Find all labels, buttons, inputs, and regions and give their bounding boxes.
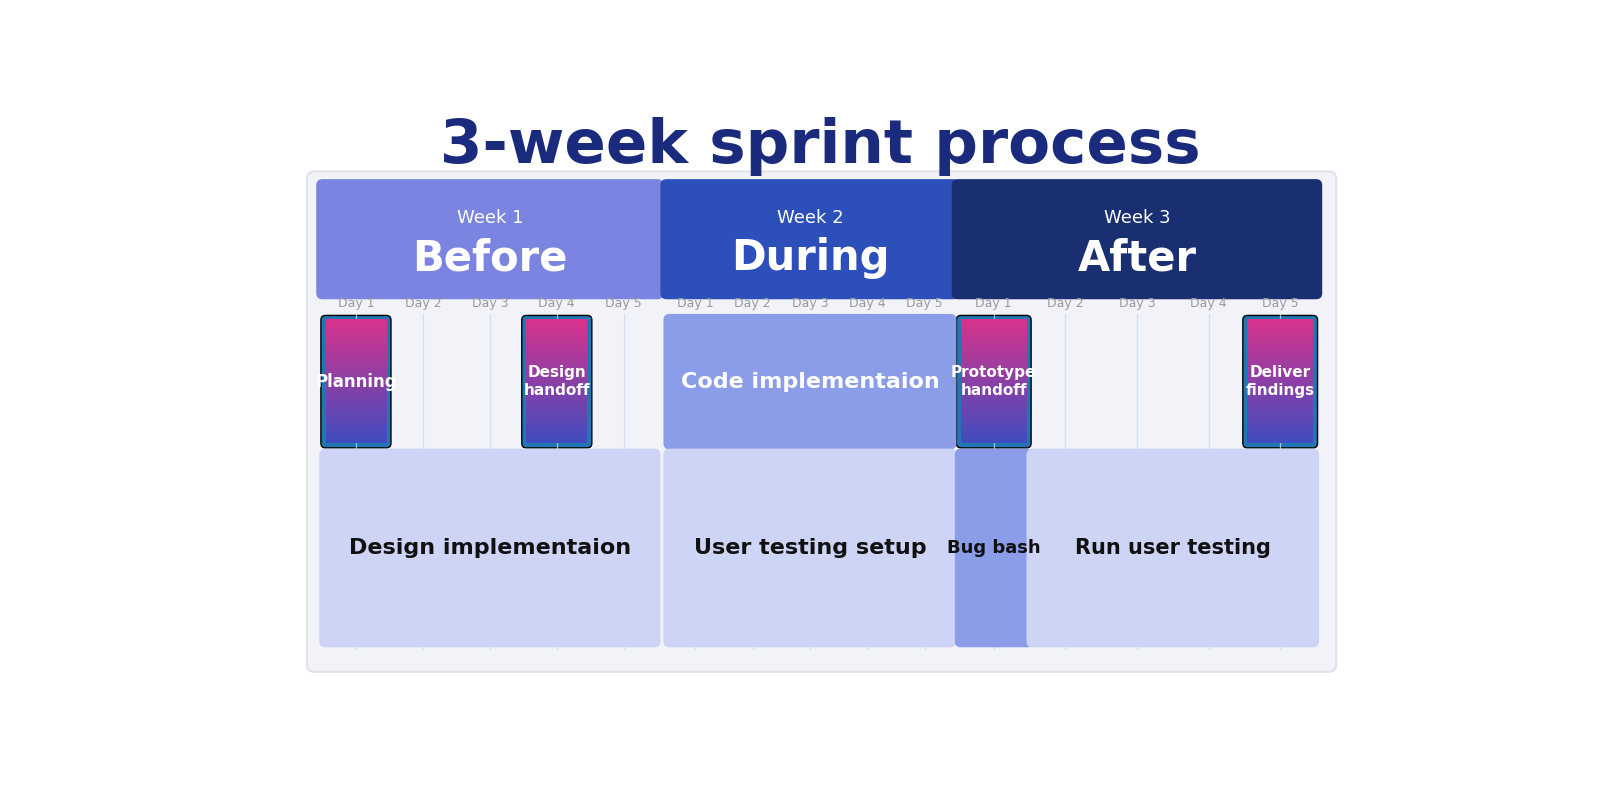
Text: After: After [1077, 238, 1197, 279]
Text: Day 4: Day 4 [850, 297, 885, 310]
Text: Day 5: Day 5 [605, 297, 642, 310]
FancyBboxPatch shape [955, 449, 1032, 647]
FancyBboxPatch shape [664, 449, 957, 647]
Text: Week 1: Week 1 [456, 209, 523, 227]
Text: Planning: Planning [315, 373, 397, 390]
Text: Day 3: Day 3 [1118, 297, 1155, 310]
Text: Day 3: Day 3 [472, 297, 509, 310]
FancyBboxPatch shape [664, 314, 957, 449]
Text: Code implementaion: Code implementaion [680, 371, 939, 392]
FancyBboxPatch shape [317, 179, 664, 299]
Text: Week 2: Week 2 [776, 209, 843, 227]
Text: During: During [731, 238, 890, 279]
Text: User testing setup: User testing setup [694, 538, 926, 558]
FancyBboxPatch shape [307, 172, 1336, 672]
Text: Day 4: Day 4 [1190, 297, 1227, 310]
Text: Prototype
handoff: Prototype handoff [950, 365, 1037, 398]
FancyBboxPatch shape [1027, 449, 1318, 647]
Text: Day 1: Day 1 [976, 297, 1013, 310]
Text: Run user testing: Run user testing [1075, 538, 1270, 558]
Text: Day 4: Day 4 [539, 297, 574, 310]
Text: 3-week sprint process: 3-week sprint process [440, 117, 1200, 176]
Text: Day 5: Day 5 [906, 297, 942, 310]
Text: Deliver
findings: Deliver findings [1246, 365, 1315, 398]
FancyBboxPatch shape [957, 316, 1030, 448]
Text: Day 2: Day 2 [1046, 297, 1083, 310]
Text: Design
handoff: Design handoff [523, 365, 590, 398]
Text: Week 3: Week 3 [1104, 209, 1170, 227]
Text: Day 5: Day 5 [1262, 297, 1299, 310]
Text: Day 1: Day 1 [338, 297, 374, 310]
Text: Day 2: Day 2 [405, 297, 442, 310]
Text: Day 3: Day 3 [792, 297, 829, 310]
FancyBboxPatch shape [661, 179, 960, 299]
Text: Day 2: Day 2 [734, 297, 771, 310]
FancyBboxPatch shape [320, 449, 661, 647]
FancyBboxPatch shape [522, 316, 592, 448]
FancyBboxPatch shape [1243, 316, 1317, 448]
FancyBboxPatch shape [952, 179, 1322, 299]
Text: Design implementaion: Design implementaion [349, 538, 630, 558]
Text: Before: Before [413, 238, 568, 279]
Text: Day 1: Day 1 [677, 297, 714, 310]
Text: Bug bash: Bug bash [947, 539, 1040, 557]
FancyBboxPatch shape [322, 316, 390, 448]
